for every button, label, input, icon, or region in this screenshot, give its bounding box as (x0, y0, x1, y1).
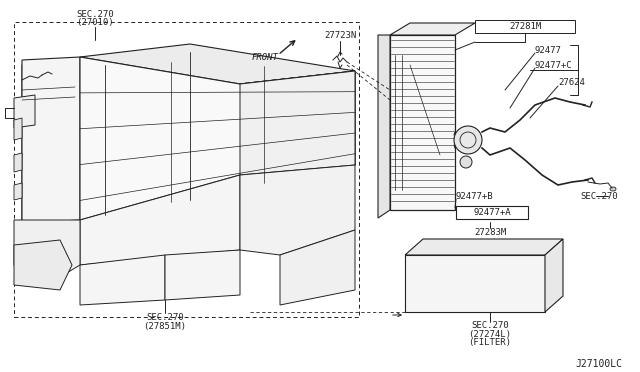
Text: (FILTER): (FILTER) (468, 337, 511, 346)
Text: 27283M: 27283M (474, 228, 506, 237)
Text: 92477+A: 92477+A (473, 208, 511, 217)
Bar (405, 255, 545, 312)
Polygon shape (22, 57, 80, 223)
Polygon shape (378, 35, 390, 218)
Text: (27010): (27010) (76, 17, 114, 26)
Polygon shape (22, 58, 80, 220)
Bar (456, 206, 528, 219)
Polygon shape (390, 23, 475, 35)
Text: 27624: 27624 (558, 77, 585, 87)
Polygon shape (14, 220, 80, 280)
Text: (27274L): (27274L) (468, 330, 511, 339)
Ellipse shape (610, 187, 616, 191)
Circle shape (460, 156, 472, 168)
Polygon shape (80, 45, 355, 85)
Polygon shape (80, 175, 240, 265)
Polygon shape (80, 44, 355, 84)
Polygon shape (240, 165, 355, 255)
Polygon shape (14, 153, 22, 172)
Text: J27100LC: J27100LC (575, 359, 622, 369)
Polygon shape (545, 239, 563, 312)
Polygon shape (405, 239, 563, 255)
Text: (27851M): (27851M) (143, 321, 186, 330)
Bar (14, 22, 359, 317)
Polygon shape (165, 250, 240, 300)
Text: SEC.270: SEC.270 (76, 10, 114, 19)
Polygon shape (240, 71, 355, 175)
Polygon shape (14, 95, 35, 128)
Text: 92477: 92477 (535, 45, 562, 55)
Text: FRONT: FRONT (252, 52, 278, 61)
Polygon shape (80, 255, 165, 305)
Text: SEC.270: SEC.270 (471, 321, 509, 330)
Polygon shape (14, 118, 22, 140)
Polygon shape (80, 57, 355, 220)
Text: SEC.270: SEC.270 (146, 314, 184, 323)
Polygon shape (280, 230, 355, 305)
Bar (475, 20, 575, 33)
Text: 27723N: 27723N (324, 31, 356, 39)
Text: 92477+B: 92477+B (456, 192, 493, 201)
Bar (390, 35, 455, 210)
Text: 27281M: 27281M (509, 22, 541, 31)
Polygon shape (240, 71, 355, 175)
Circle shape (454, 126, 482, 154)
Polygon shape (14, 183, 22, 200)
Text: SEC.270: SEC.270 (580, 192, 618, 201)
Polygon shape (14, 240, 72, 290)
Text: 92477+C: 92477+C (535, 61, 573, 70)
